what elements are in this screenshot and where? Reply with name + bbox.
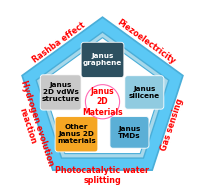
FancyBboxPatch shape <box>124 76 163 109</box>
Text: Janus
TMDs: Janus TMDs <box>118 126 140 139</box>
FancyBboxPatch shape <box>81 42 123 77</box>
Polygon shape <box>22 17 182 170</box>
FancyBboxPatch shape <box>40 75 81 110</box>
Text: Hydrogen evolution
reaction: Hydrogen evolution reaction <box>9 79 55 170</box>
Text: Other
Janus 2D
materials: Other Janus 2D materials <box>57 124 95 144</box>
FancyBboxPatch shape <box>55 117 97 152</box>
Text: Janus
silicene: Janus silicene <box>128 86 159 99</box>
Text: Gas sensing: Gas sensing <box>159 97 184 152</box>
Text: Photocatalytic water
splitting: Photocatalytic water splitting <box>55 166 149 185</box>
Text: Piezoelectricity: Piezoelectricity <box>114 18 176 66</box>
Text: Janus
graphene: Janus graphene <box>82 53 122 66</box>
FancyBboxPatch shape <box>109 117 148 148</box>
Polygon shape <box>41 38 163 154</box>
Text: Janus
2D
Materials: Janus 2D Materials <box>82 87 122 117</box>
Polygon shape <box>36 32 168 158</box>
Text: Janus
2D vdWs
structure: Janus 2D vdWs structure <box>41 82 79 102</box>
Circle shape <box>85 85 119 119</box>
Text: Rashba effect: Rashba effect <box>31 20 87 64</box>
